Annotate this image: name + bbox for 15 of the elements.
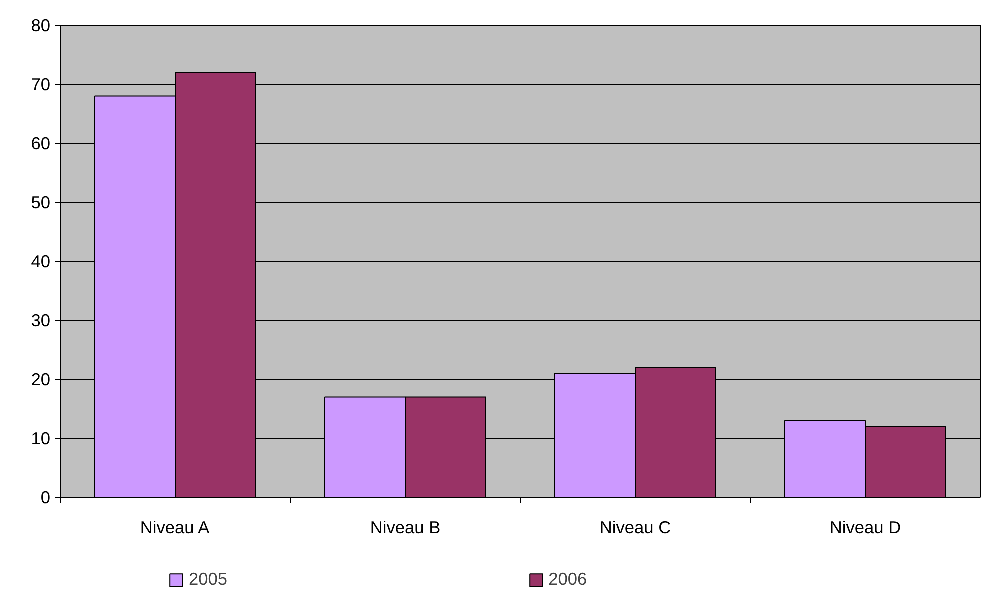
y-tick-label: 40 [31,252,51,272]
y-tick-label: 10 [31,428,51,448]
y-tick-label: 70 [31,74,51,94]
y-tick-label: 20 [31,370,51,390]
x-tick-label: Niveau A [140,518,210,538]
y-tick-label: 30 [31,310,51,330]
legend-label: 2006 [548,569,588,590]
x-tick-label: Niveau B [370,518,441,538]
y-tick-label: 80 [31,16,51,36]
y-tick-label: 60 [31,134,51,154]
y-tick-label: 0 [40,488,51,508]
x-tick-label: Niveau C [600,518,672,538]
legend-label: 2005 [189,569,228,590]
y-tick-label: 50 [31,192,51,212]
x-tick-label: Niveau D [830,518,902,538]
